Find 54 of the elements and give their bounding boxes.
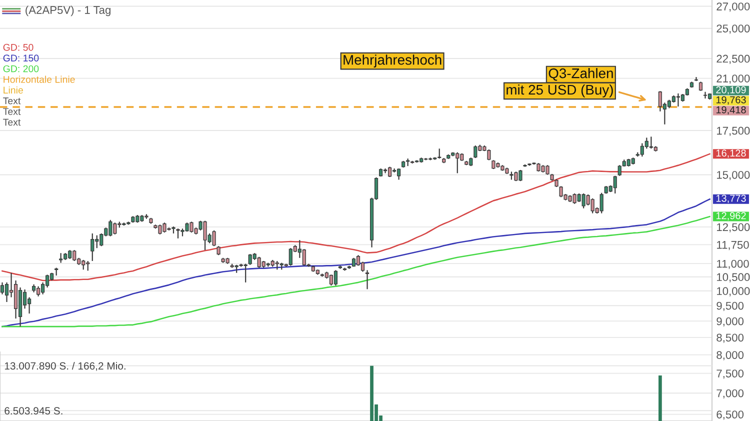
candlestick [694,76,698,82]
candlestick [334,270,338,286]
chart-title: (A2AP5V) - 1 Tag [26,6,110,16]
candlestick [59,252,63,264]
y-tick-label: 27,000 [716,2,750,12]
candlestick [600,192,604,214]
y-tick-label: 7,500 [716,370,744,379]
candlestick [474,144,478,159]
annotation: / 166,2 Mio. [72,362,126,371]
ref-line-label: Horizontale Linie [4,76,75,83]
candlestick [244,263,248,283]
candlestick [329,274,334,286]
y-tick-label: 22,500 [716,54,750,64]
y-tick-label: 8,000 [716,351,744,360]
y-tick-label: 11,000 [717,260,749,270]
annotation: Q3-Zahlen [548,68,613,81]
y-tick-label: 9,500 [716,302,744,312]
y-tick-label: 10,000 [717,287,750,296]
candlestick [212,230,216,247]
text: 19,763 [716,96,746,105]
y-tick-label: 7,000 [716,389,744,399]
y-tick-label: 15,000 [717,170,750,180]
data-label: 16,128 [716,150,746,158]
data-label: 12,962 [716,212,746,220]
candlestick [703,91,708,100]
candlestick [0,282,4,295]
candlestick [698,81,703,92]
annotation: Linie [4,86,23,94]
candlestick [613,175,617,194]
y-tick-label: 12,500 [717,223,750,232]
annotation: Text [3,108,21,115]
candlestick [90,232,94,262]
data-label: 13,773 [716,194,746,204]
y-tick-label: 11,750 [717,240,749,250]
text: GD: 150 [3,54,39,62]
annotation: mit 25 USD (Buy) [506,84,613,98]
y-tick-label: 9,000 [716,317,744,327]
y-tick-label: 8,500 [716,334,744,343]
y-tick-label: 10,500 [717,273,750,282]
y-tick-label: 21,000 [716,74,750,84]
y-tick-label: 25,000 [716,24,750,34]
y-tick-label: 6,500 [716,410,744,420]
candlestick [4,282,9,303]
annotation: Mehrjahreshoch [344,54,442,68]
annotation: Text [3,118,21,126]
y-tick-label: 13.007.890 S. [4,362,68,370]
text: GD: 50 [3,44,34,51]
text: GD: 200 [3,65,39,72]
text: 20,109 [716,86,746,95]
text: 19,418 [716,106,746,115]
candlestick [365,270,370,290]
y-tick-label: 6.503.945 S. [4,407,62,414]
annotation: Text [3,97,21,104]
y-tick-label: 17,500 [717,126,750,136]
